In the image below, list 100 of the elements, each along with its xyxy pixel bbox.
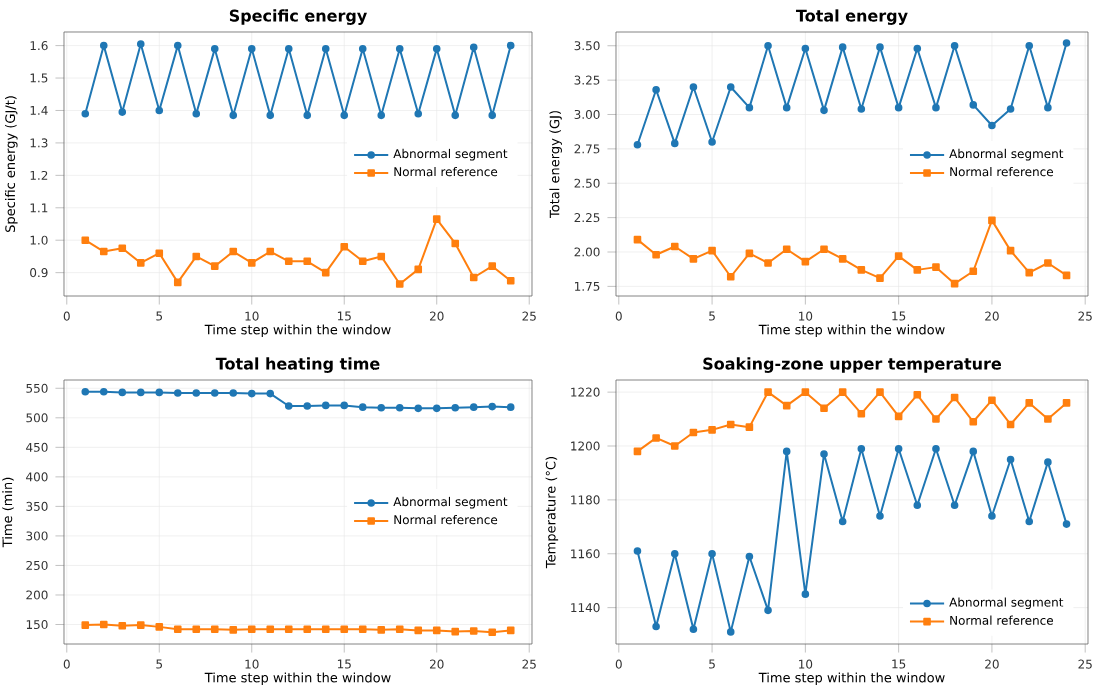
point — [229, 111, 238, 120]
point — [745, 552, 754, 561]
point — [358, 625, 367, 634]
point — [377, 626, 386, 634]
point — [506, 626, 515, 635]
point — [857, 409, 866, 418]
point — [988, 512, 996, 520]
point — [1006, 420, 1015, 429]
point — [229, 389, 238, 397]
point — [432, 626, 441, 635]
point — [1062, 39, 1071, 47]
point — [284, 257, 293, 266]
point — [782, 103, 791, 112]
point — [118, 244, 127, 253]
point — [488, 111, 497, 120]
point — [708, 426, 716, 434]
point — [988, 121, 996, 130]
point — [303, 257, 312, 266]
point — [321, 268, 330, 277]
point — [652, 622, 660, 631]
point — [652, 85, 660, 94]
point — [469, 403, 478, 411]
point — [210, 389, 219, 397]
point — [689, 625, 698, 633]
point — [358, 45, 367, 53]
point — [395, 45, 404, 53]
point — [820, 450, 828, 458]
point — [1025, 399, 1034, 407]
point — [340, 625, 349, 634]
chart-title: Soaking-zone upper temperature — [703, 357, 1001, 373]
point — [192, 389, 201, 397]
point — [726, 420, 735, 429]
point — [395, 280, 404, 288]
point — [1025, 41, 1034, 50]
point — [988, 396, 996, 405]
point — [932, 263, 940, 271]
point — [377, 403, 386, 412]
point — [266, 111, 275, 120]
point — [857, 266, 866, 274]
point — [414, 404, 423, 413]
point — [266, 625, 275, 634]
point — [782, 401, 791, 410]
point — [173, 41, 182, 50]
point — [894, 103, 903, 112]
point — [876, 512, 884, 520]
point — [969, 267, 978, 276]
point — [670, 139, 679, 148]
point — [173, 625, 182, 634]
point — [782, 447, 791, 456]
point — [1044, 259, 1052, 267]
point — [670, 549, 679, 558]
point — [340, 111, 349, 120]
point — [969, 101, 978, 109]
point — [340, 401, 349, 410]
point — [284, 625, 293, 634]
point — [81, 388, 90, 396]
point — [857, 105, 866, 113]
point — [633, 235, 642, 244]
point — [633, 140, 642, 149]
point — [451, 627, 460, 636]
point — [210, 625, 219, 634]
point — [377, 111, 386, 120]
point — [488, 262, 497, 270]
point — [670, 242, 679, 251]
point — [913, 501, 922, 510]
point — [1025, 517, 1034, 526]
point — [284, 402, 293, 410]
point — [689, 428, 698, 437]
point — [247, 625, 256, 634]
point — [284, 45, 293, 53]
point — [247, 259, 256, 267]
point — [303, 402, 312, 410]
point — [358, 403, 367, 411]
point — [99, 247, 108, 256]
point — [506, 41, 515, 50]
point — [1006, 105, 1015, 113]
point — [136, 259, 145, 267]
point — [801, 257, 810, 266]
point — [155, 106, 164, 115]
point — [950, 393, 959, 402]
chart-title: Specific energy — [229, 9, 367, 25]
point — [838, 517, 847, 526]
point — [708, 246, 716, 255]
point — [988, 216, 996, 225]
point — [745, 249, 754, 258]
point — [950, 41, 959, 50]
point — [210, 45, 219, 53]
point — [820, 404, 828, 413]
point — [451, 239, 460, 248]
point — [506, 276, 515, 285]
point — [266, 389, 275, 398]
point — [395, 625, 404, 634]
point — [432, 404, 441, 413]
point — [99, 620, 108, 629]
point — [229, 247, 238, 256]
point — [229, 626, 238, 634]
point — [857, 444, 866, 453]
point — [932, 415, 940, 423]
point — [321, 45, 330, 53]
point — [266, 247, 275, 256]
